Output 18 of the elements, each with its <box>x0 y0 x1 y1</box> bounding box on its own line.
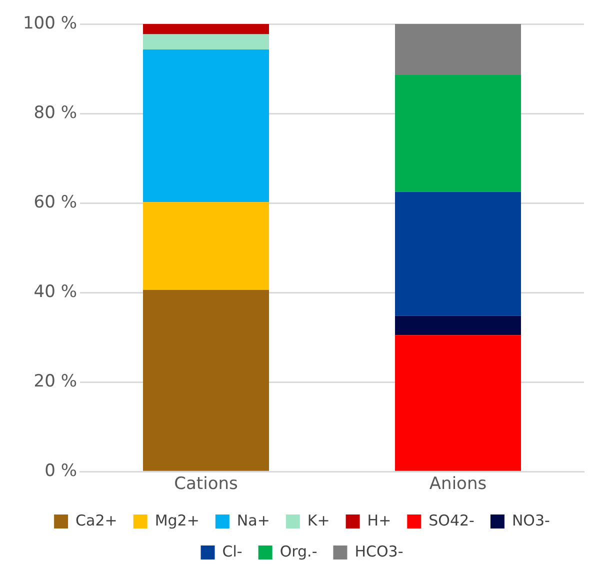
y-tick-label: 100 % <box>22 13 78 34</box>
legend-label: NO3- <box>512 511 550 530</box>
y-tick-label: 0 % <box>44 461 78 482</box>
legend-label: HCO3- <box>354 542 404 560</box>
legend-label: Ca2+ <box>76 511 118 530</box>
y-tick-label: 40 % <box>34 282 78 302</box>
y-tick-label: 80 % <box>34 102 78 123</box>
legend-label: K+ <box>307 511 330 530</box>
legend-label: Cl- <box>222 542 242 560</box>
y-tick-label: 20 % <box>34 372 78 392</box>
x-tick-label: Anions <box>429 474 487 494</box>
legend-label: SO42- <box>428 511 474 530</box>
legend-label: H+ <box>367 511 392 530</box>
y-tick-label: 60 % <box>34 192 78 212</box>
legend-label: Org.- <box>280 542 318 560</box>
x-tick-label: Cations <box>174 474 238 494</box>
legend-label: Mg2+ <box>154 511 200 530</box>
legend-label: Na+ <box>236 511 270 530</box>
